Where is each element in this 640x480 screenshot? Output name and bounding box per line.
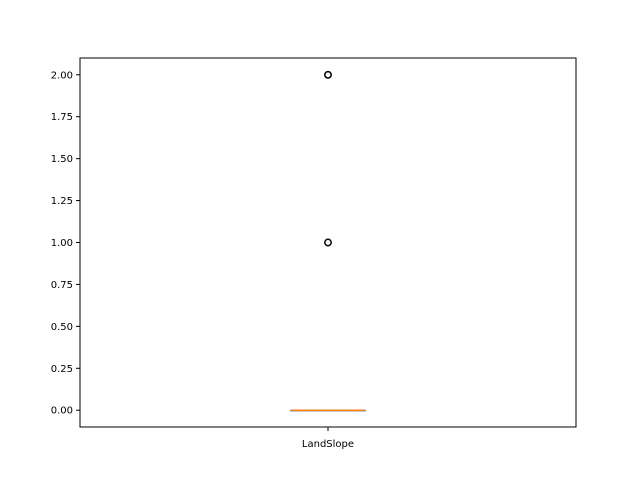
y-tick-label: 1.25	[51, 196, 73, 207]
plot-area	[79, 57, 577, 428]
y-tick-label: 1.50	[51, 154, 73, 165]
x-axis: LandSlope	[302, 427, 354, 450]
y-tick-label: 0.75	[51, 280, 73, 291]
outlier-point	[324, 238, 332, 247]
y-tick-label: 0.50	[51, 322, 73, 333]
y-tick-label: 1.00	[51, 238, 73, 249]
y-tick-label: 2.00	[51, 70, 73, 81]
outlier-point	[324, 70, 332, 79]
y-tick-label: 1.75	[51, 112, 73, 123]
x-tick-label: LandSlope	[302, 439, 354, 450]
y-tick-label: 0.25	[51, 364, 73, 375]
y-axis: 0.00 0.25 0.50 0.75 1.00 1.25 1.50 1.75 2.00	[51, 70, 80, 417]
y-tick-label: 0.00	[51, 406, 73, 417]
box-series	[290, 70, 366, 412]
